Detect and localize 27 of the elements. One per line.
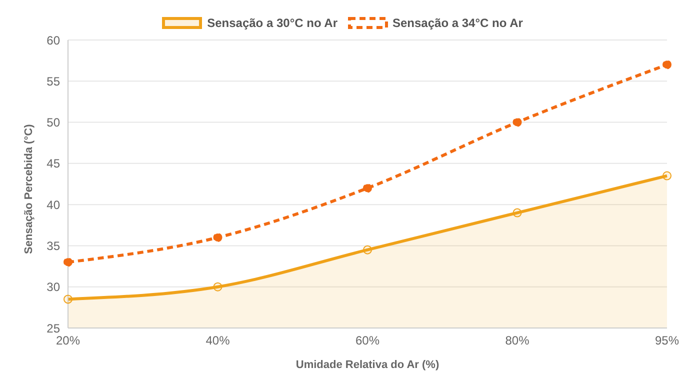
y-tick-label: 30 xyxy=(46,280,60,294)
y-tick-label: 55 xyxy=(46,74,60,88)
point xyxy=(213,282,222,292)
point xyxy=(64,258,72,267)
point xyxy=(363,184,372,193)
point xyxy=(662,60,672,70)
x-tick-label: 40% xyxy=(206,334,230,348)
legend-label: Sensação a 34°C no Ar xyxy=(392,16,523,30)
y-tick-label: 60 xyxy=(46,33,60,48)
point xyxy=(662,171,672,180)
y-axis-title: Sensação Percebida (°C) xyxy=(22,124,35,254)
legend-label: Sensação a 30°C no Ar xyxy=(206,16,338,30)
y-tick-label: 45 xyxy=(46,156,60,171)
point xyxy=(363,245,372,254)
x-axis-title: Umidade Relativa do Ar (%) xyxy=(296,359,440,371)
point xyxy=(213,232,222,242)
y-tick-label: 35 xyxy=(46,238,60,253)
x-tick-label: 95% xyxy=(654,334,680,348)
point xyxy=(512,118,522,127)
x-tick-label: 60% xyxy=(355,334,380,348)
y-tick-label: 50 xyxy=(46,116,60,130)
x-tick-label: 80% xyxy=(505,334,530,348)
x-tick-label: 20% xyxy=(56,334,80,348)
y-tick-label: 25 xyxy=(46,321,60,336)
y-tick-label: 40 xyxy=(46,198,60,212)
point xyxy=(64,294,72,304)
point xyxy=(512,208,522,218)
